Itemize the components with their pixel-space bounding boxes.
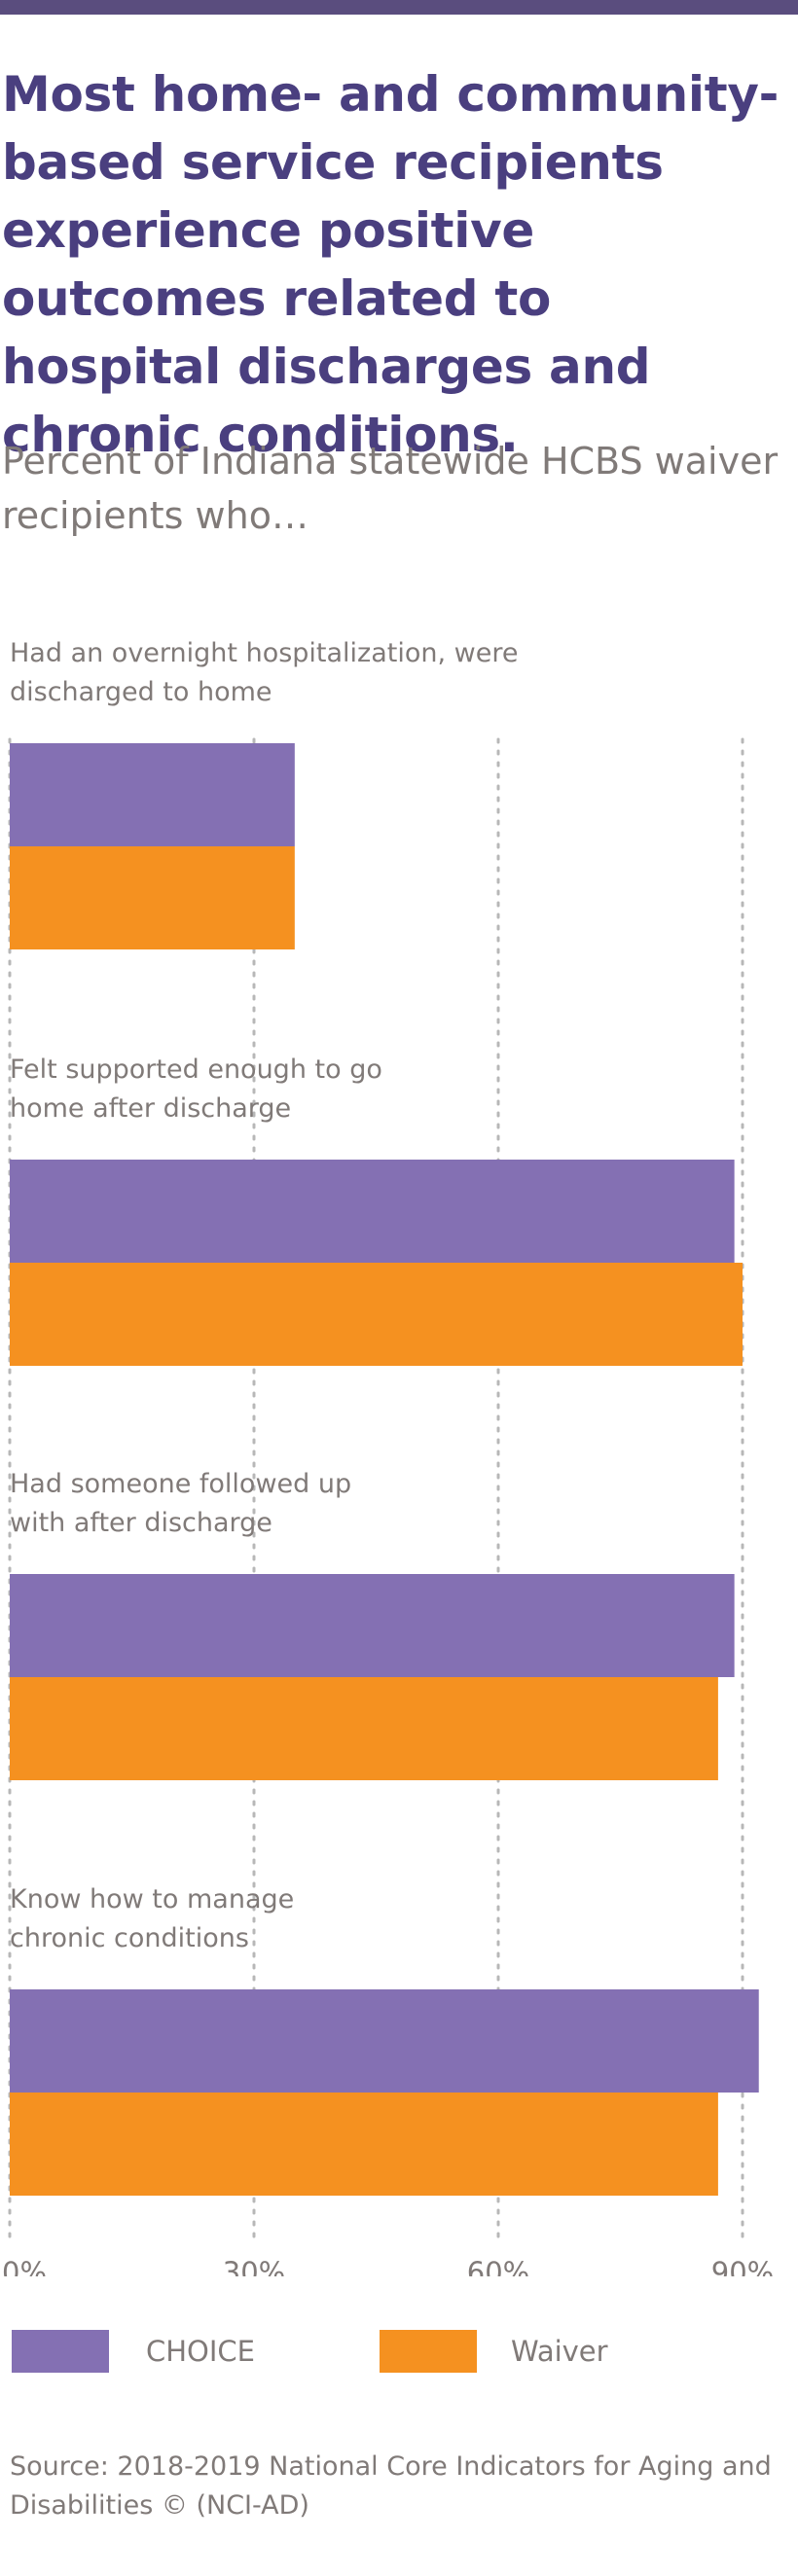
x-tick-label: 30% bbox=[223, 2256, 285, 2276]
bar-choice bbox=[10, 1160, 735, 1263]
category-label: Had an overnight hospitalization, were bbox=[10, 638, 518, 668]
legend-label-choice: CHOICE bbox=[146, 2335, 256, 2368]
chart-subtitle: Percent of Indiana statewide HCBS waiver… bbox=[2, 440, 779, 537]
bar-choice bbox=[10, 1989, 759, 2093]
category-label: with after discharge bbox=[10, 1508, 272, 1538]
legend-swatch-waiver bbox=[380, 2330, 477, 2373]
x-tick-label: 60% bbox=[467, 2256, 529, 2276]
page-title: Most home- and community-based service r… bbox=[2, 66, 780, 463]
bar-chart: Had an overnight hospitalization, were di… bbox=[2, 638, 774, 2276]
category-label: home after discharge bbox=[10, 1093, 291, 1124]
bar-choice bbox=[10, 743, 295, 846]
category-label: Had someone followed up bbox=[10, 1469, 351, 1499]
header-bar bbox=[0, 0, 798, 15]
bar-waiver bbox=[10, 1677, 718, 1780]
category-label: discharged to home bbox=[10, 677, 272, 707]
category-label: Felt supported enough to go bbox=[10, 1055, 382, 1085]
legend-label-waiver: Waiver bbox=[511, 2335, 608, 2368]
category-label: chronic conditions bbox=[10, 1923, 249, 1953]
bar-waiver bbox=[10, 846, 295, 949]
x-tick-label: 0% bbox=[2, 2256, 47, 2276]
legend-swatch-choice bbox=[12, 2330, 109, 2373]
x-tick-label: 90% bbox=[711, 2256, 774, 2276]
bar-choice bbox=[10, 1574, 735, 1677]
bar-waiver bbox=[10, 1263, 743, 1366]
bar-waiver bbox=[10, 2093, 718, 2196]
category-label: Know how to manage bbox=[10, 1884, 294, 1914]
source-note: Source: 2018-2019 National Core Indicato… bbox=[10, 2451, 772, 2521]
